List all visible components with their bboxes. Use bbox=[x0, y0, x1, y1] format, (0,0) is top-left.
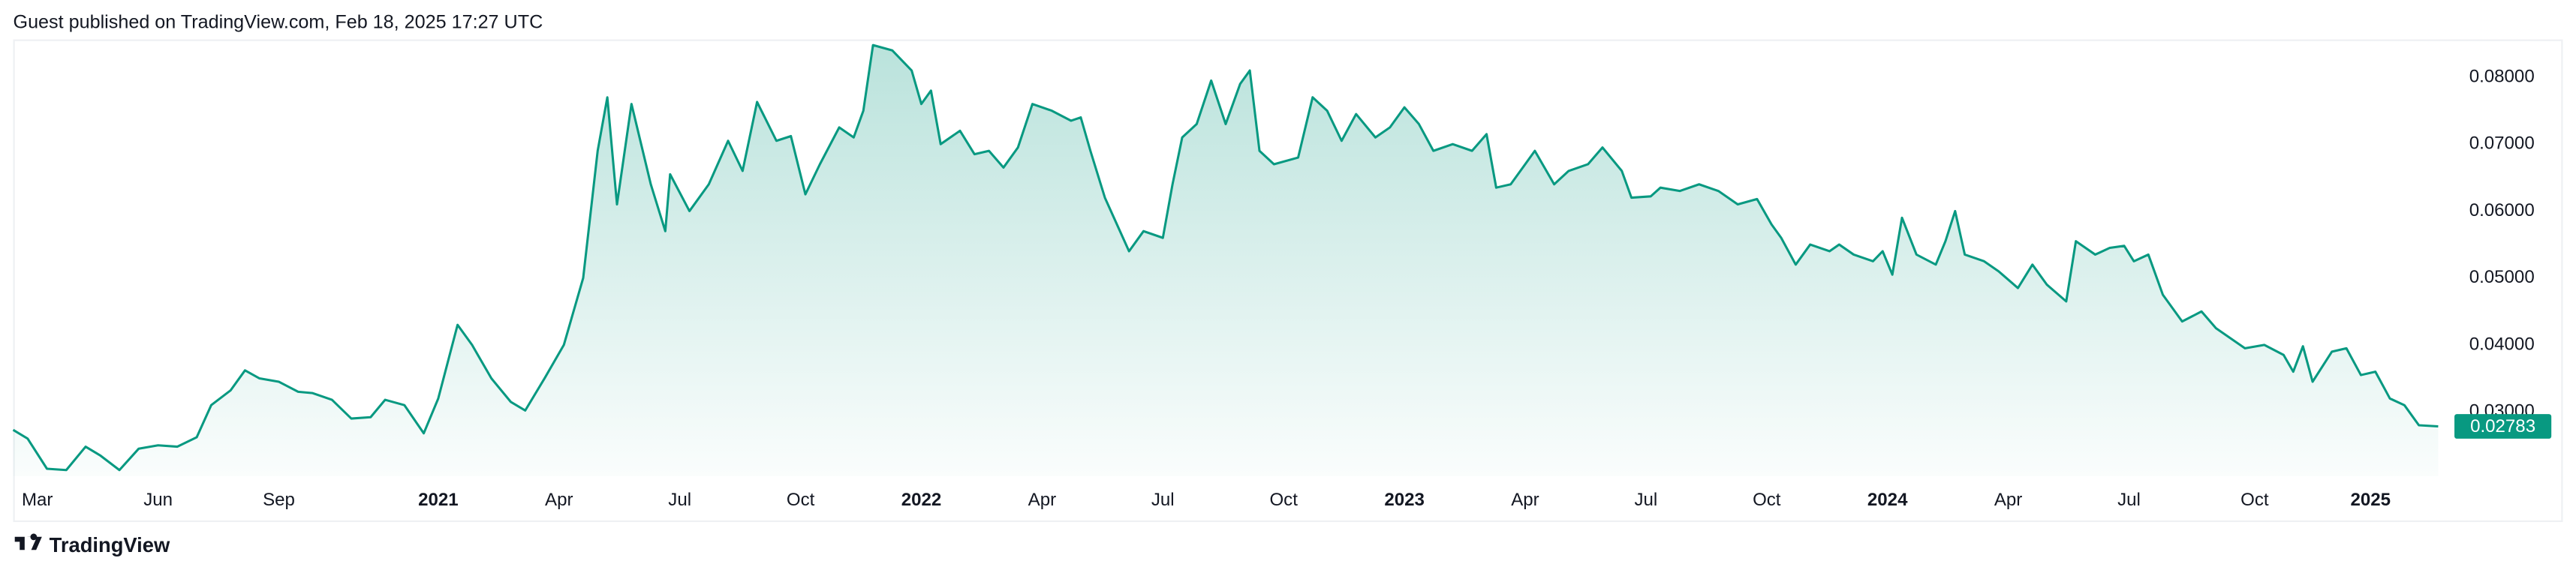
x-tick-label: Oct bbox=[2240, 490, 2269, 510]
x-tick-label: 2025 bbox=[2351, 490, 2391, 510]
brand-logo bbox=[14, 533, 42, 550]
x-tick-label: 2021 bbox=[418, 490, 459, 510]
last-price-label: 0.02783 bbox=[2470, 416, 2535, 436]
x-tick-label: Oct bbox=[1753, 490, 1781, 510]
brand-name: TradingView bbox=[50, 533, 170, 556]
y-tick-label: 0.06000 bbox=[2469, 200, 2535, 220]
x-tick-label: Apr bbox=[1028, 490, 1056, 510]
x-tick-label: Apr bbox=[1511, 490, 1539, 510]
x-tick-label: Sep bbox=[263, 490, 295, 510]
y-tick-label: 0.08000 bbox=[2469, 66, 2535, 86]
last-price-tag bbox=[2454, 414, 2552, 439]
x-tick-label: Apr bbox=[1994, 490, 2022, 510]
x-tick-label: Mar bbox=[22, 490, 53, 510]
y-tick-label: 0.07000 bbox=[2469, 134, 2535, 154]
y-tick-label: 0.04000 bbox=[2469, 334, 2535, 354]
x-tick-label: Apr bbox=[545, 490, 573, 510]
x-tick-label: Jul bbox=[2117, 490, 2141, 510]
x-tick-label: Oct bbox=[787, 490, 815, 510]
logo-icon bbox=[14, 533, 42, 550]
chart-frame bbox=[13, 39, 2563, 523]
y-tick-label: 0.05000 bbox=[2469, 267, 2535, 287]
price-line bbox=[12, 44, 2439, 472]
x-tick-label: Jul bbox=[1635, 490, 1658, 510]
x-tick-label: 2024 bbox=[1867, 490, 1908, 510]
x-tick-label: Jul bbox=[668, 490, 691, 510]
x-tick-label: 2022 bbox=[901, 490, 942, 510]
x-tick-label: Jun bbox=[143, 490, 173, 510]
x-tick-label: 2023 bbox=[1384, 490, 1425, 510]
x-tick-label: Oct bbox=[1269, 490, 1298, 510]
area-fill bbox=[13, 45, 2439, 476]
x-tick-label: Jul bbox=[1151, 490, 1175, 510]
publish-info: Guest published on TradingView.com, Feb … bbox=[14, 11, 543, 32]
plot-area: 0.030000.040000.050000.060000.070000.080… bbox=[12, 44, 2552, 510]
